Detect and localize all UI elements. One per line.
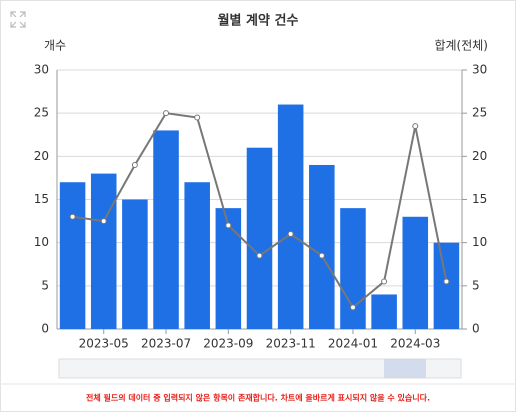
bar [59,182,86,329]
line-marker [318,252,325,259]
y2-tick-label: 15 [472,192,487,206]
bar [402,216,429,329]
bar [246,147,273,329]
line-marker [69,213,76,220]
bar [90,173,117,329]
x-tick-label: 2023-11 [266,337,316,351]
expand-icon[interactable] [10,11,26,28]
line-marker [100,218,107,225]
y-tick-label: 20 [34,149,49,163]
line-marker [443,278,450,285]
line-marker [131,161,138,168]
y-tick-label: 10 [34,235,49,249]
line-marker [287,231,294,238]
line-marker [225,222,232,229]
x-tick-label: 2024-03 [390,337,440,351]
line-marker [381,278,388,285]
x-tick-label: 2023-07 [141,337,191,351]
bar [309,164,335,329]
y2-tick-label: 5 [472,278,480,292]
y2-tick-label: 30 [472,63,487,77]
y-tick-label: 30 [34,63,49,77]
y2-tick-label: 0 [472,322,480,336]
line-marker [349,304,356,311]
line-marker [163,110,170,117]
line-marker [194,114,201,121]
bar [340,208,366,329]
x-tick-label: 2023-05 [79,337,129,351]
bar [153,130,179,329]
navigator[interactable] [58,358,462,379]
chart-title: 월별 계약 건수 [218,13,299,29]
line-marker [256,252,263,259]
y-axis-label: 개수 [44,39,66,53]
bar [122,199,148,329]
y-tick-label: 15 [34,192,49,206]
y2-axis-label: 합계(전체) [434,39,488,53]
x-tick-label: 2023-09 [203,337,253,351]
bar [371,294,397,329]
y-tick-label: 25 [34,106,49,120]
y-tick-label: 0 [41,322,49,336]
y2-tick-label: 25 [472,106,487,120]
footnote: 전체 필드의 데이터 중 입력되지 않은 항목이 존재합니다. 차트에 올바르게… [86,393,430,403]
y2-tick-label: 10 [472,235,487,249]
bar [433,242,460,329]
line-marker [412,123,419,130]
navigator-handle[interactable] [384,359,426,378]
y2-tick-label: 20 [472,149,487,163]
x-tick-label: 2024-01 [328,337,378,351]
bar [277,104,304,330]
bar [184,182,210,329]
y-tick-label: 5 [41,278,49,292]
navigator-track [58,358,462,379]
